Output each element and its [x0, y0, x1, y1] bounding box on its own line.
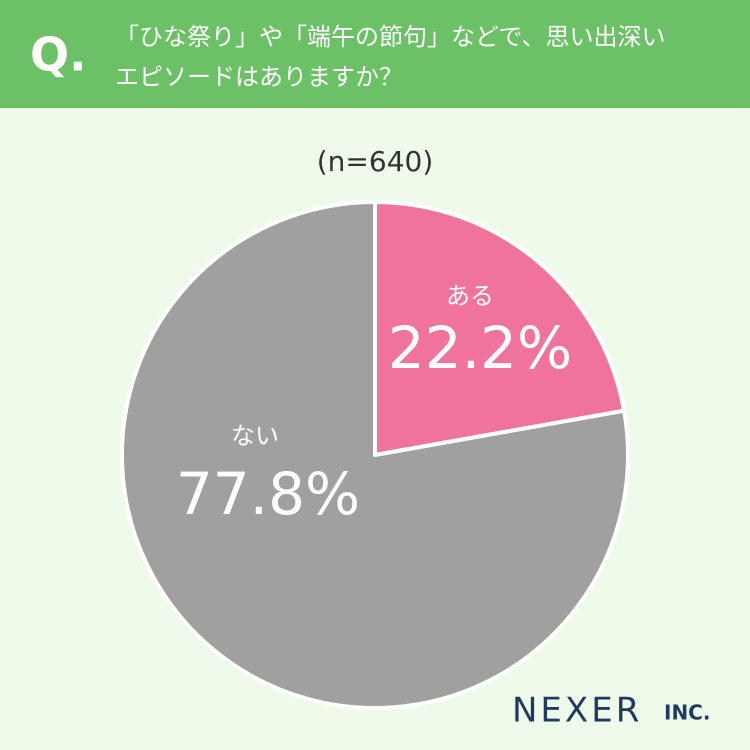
- logo-suffix: INC.: [664, 701, 710, 725]
- pie-slice: [120, 200, 630, 710]
- logo: NEXER: [512, 691, 642, 731]
- pie: ある 22.2% ない 77.8%: [120, 200, 630, 710]
- pie-slice: [373, 200, 627, 457]
- subtitle: (n=640): [317, 145, 434, 178]
- value-label: 22.2%: [388, 314, 572, 382]
- header: [0, 0, 750, 108]
- question-mark: Q.: [30, 28, 87, 82]
- title-line: 「ひな祭り」や「端午の節句」などで、思い出深い: [115, 23, 666, 51]
- category-label: ある: [446, 282, 494, 310]
- value-label: 77.8%: [176, 460, 360, 528]
- title-line: エピソードはありますか？: [115, 63, 403, 91]
- category-label: ない: [231, 422, 279, 450]
